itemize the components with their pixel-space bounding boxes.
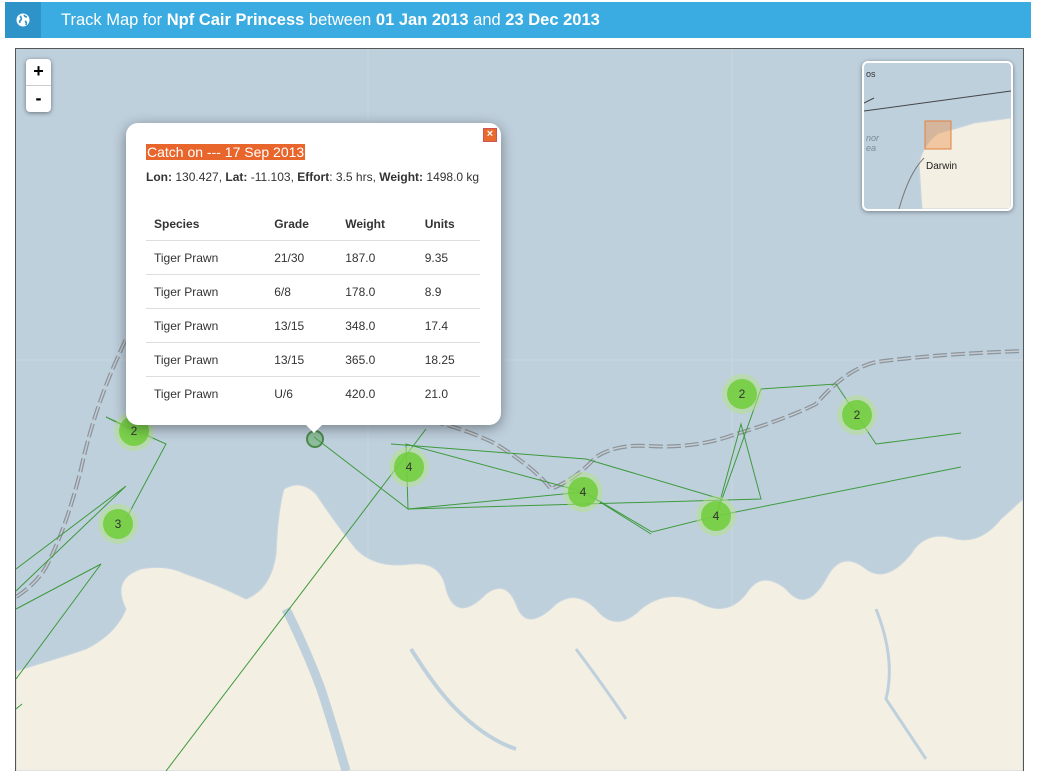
weight-cell: 178.0 xyxy=(337,274,417,309)
units-cell: 9.35 xyxy=(416,240,480,275)
popup-info: Lon: 130.427, Lat: -11.103, Effort: 3.5 … xyxy=(146,170,480,184)
units-cell: 17.4 xyxy=(416,308,480,343)
weight-cell: 187.0 xyxy=(337,240,417,275)
zoom-control: + - xyxy=(26,59,51,112)
species-cell: Tiger Prawn xyxy=(154,386,219,401)
river-2 xyxy=(409,647,517,751)
popup-close-button[interactable]: × xyxy=(483,128,497,142)
catch-popup: × Catch on --- 17 Sep 2013 Lon: 130.427,… xyxy=(126,123,501,433)
species-cell: Tiger Prawn xyxy=(146,308,267,343)
lon-value: 130.427 xyxy=(175,170,219,184)
weight-cell: 365.0 xyxy=(337,342,417,377)
table-row: Tiger Prawn 21/30 187.0 9.35 xyxy=(146,240,480,275)
species-cell: Tiger Prawn xyxy=(146,240,267,275)
grade-cell: 6/8 xyxy=(266,274,338,309)
page-header: Track Map for Npf Cair Princess between … xyxy=(5,2,1031,38)
zoom-out-button[interactable]: - xyxy=(35,88,42,108)
grade-cell: U/6 xyxy=(274,386,293,401)
units-cell: 18.25 xyxy=(416,342,480,377)
column-header: Weight xyxy=(337,207,417,241)
lat-value: -11.103 xyxy=(250,170,291,184)
river-4 xyxy=(874,608,928,760)
units-cell: 8.9 xyxy=(416,274,480,309)
page-title: Track Map for Npf Cair Princess between … xyxy=(61,2,600,38)
cluster-marker[interactable]: 4 xyxy=(696,496,736,536)
column-header: Grade xyxy=(266,207,338,241)
effort-value: 3.5 hrs xyxy=(335,170,373,184)
globe-icon-box xyxy=(5,2,41,38)
cluster-count: 4 xyxy=(394,452,424,482)
overview-minimap[interactable]: os nor ea Darwin xyxy=(862,61,1013,211)
grade-cell: 13/15 xyxy=(266,342,338,377)
table-header-row: Species Grade Weight Units xyxy=(146,207,480,241)
cluster-marker[interactable]: 4 xyxy=(389,447,429,487)
column-header: Units xyxy=(416,207,480,241)
vessel-name: Npf Cair Princess xyxy=(166,11,305,29)
cluster-count: 2 xyxy=(842,400,872,430)
zoom-in-button[interactable]: + xyxy=(26,59,51,86)
title-between: between xyxy=(308,11,372,29)
minimap-sea-label-2: ea xyxy=(866,143,877,153)
cluster-count: 3 xyxy=(103,509,133,539)
globe-icon xyxy=(16,13,30,27)
table-row: Tiger Prawn U/6 420.0 21.0 xyxy=(146,377,480,411)
units-cell: 21.0 xyxy=(424,386,449,401)
coastline-land xyxy=(16,484,1023,771)
cluster-count: 2 xyxy=(727,379,757,409)
river-1 xyxy=(281,606,351,771)
cluster-marker[interactable]: 3 xyxy=(98,504,138,544)
cluster-marker[interactable]: 2 xyxy=(722,374,762,414)
popup-tip xyxy=(304,423,324,433)
minimap-corner-label: os xyxy=(866,69,876,79)
species-cell: Tiger Prawn xyxy=(146,274,267,309)
lat-label: Lat: xyxy=(225,170,248,184)
start-date: 01 Jan 2013 xyxy=(375,11,469,29)
title-and: and xyxy=(473,11,501,29)
weight-cell: 348.0 xyxy=(337,308,417,343)
lon-label: Lon: xyxy=(146,170,172,184)
weight-value: 1498.0 kg xyxy=(426,170,480,184)
species-cell: Tiger Prawn xyxy=(146,342,267,377)
cluster-count: 4 xyxy=(568,477,598,507)
end-date: 23 Dec 2013 xyxy=(505,11,600,29)
cluster-marker[interactable]: 4 xyxy=(563,472,603,512)
minimap-darwin-label: Darwin xyxy=(926,161,958,172)
minimap-sea-label-1: nor xyxy=(866,133,880,143)
cluster-marker[interactable]: 2 xyxy=(837,395,877,435)
minimap-tiles[interactable] xyxy=(864,63,1011,209)
catch-table: Species Grade Weight Units Tiger Prawn 2… xyxy=(146,207,480,410)
popup-title: Catch on --- 17 Sep 2013 xyxy=(146,144,306,160)
grade-cell: 13/15 xyxy=(266,308,338,343)
river-3 xyxy=(574,648,628,720)
column-header: Species xyxy=(146,207,267,241)
cluster-count: 4 xyxy=(701,501,731,531)
track-map[interactable]: + - os nor ea Darwin 2 3 4 4 2 4 2 × Cat… xyxy=(15,48,1024,771)
weight-label: Weight: xyxy=(379,170,424,184)
table-row: Tiger Prawn 6/8 178.0 8.9 xyxy=(146,274,480,309)
effort-label: Effort xyxy=(297,170,330,184)
title-prefix: Track Map for xyxy=(61,11,163,29)
table-row: Tiger Prawn 13/15 365.0 18.25 xyxy=(146,342,480,377)
grade-cell: 21/30 xyxy=(266,240,338,275)
table-row: Tiger Prawn 13/15 348.0 17.4 xyxy=(146,308,480,343)
weight-cell: 420.0 xyxy=(345,386,376,401)
